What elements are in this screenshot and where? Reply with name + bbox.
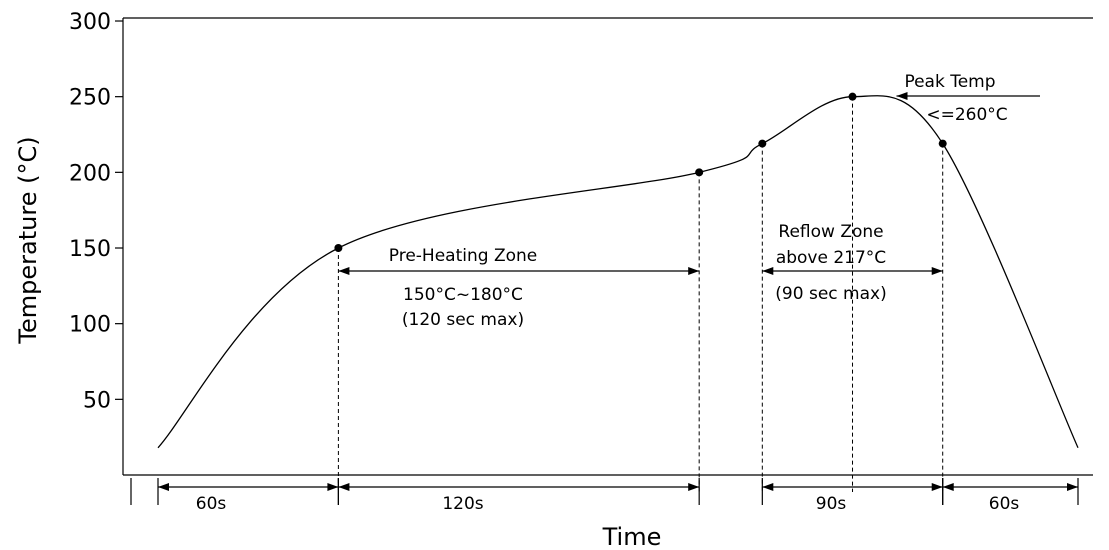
- tick-layer: 50 100 150 200 250 300: [69, 10, 123, 413]
- duration-label-cooling: 60s: [989, 494, 1020, 514]
- y-tick-label: 100: [69, 313, 111, 338]
- y-tick-label: 150: [69, 237, 111, 262]
- zone-layer: [337, 92, 1040, 492]
- duration-arrow-left: [158, 483, 169, 491]
- y-axis-title: Temperature (°C): [14, 136, 42, 344]
- y-tick-label: 250: [69, 86, 111, 111]
- y-tick-label: 200: [69, 161, 111, 186]
- duration-arrow-right: [931, 483, 943, 491]
- reflow-zone-title: Reflow Zone: [778, 222, 883, 242]
- reflow-zone-temp: above 217°C: [776, 248, 886, 268]
- duration-arrow-left: [942, 483, 954, 491]
- x-axis-title: Time: [602, 523, 662, 550]
- duration-arrow-right: [1067, 483, 1078, 491]
- duration-label-ramp: 60s: [196, 494, 227, 514]
- duration-arrow-left: [762, 483, 774, 491]
- preheat-zone-temp-range: 150°C~180°C: [403, 285, 523, 305]
- duration-arrow-left: [338, 483, 350, 491]
- duration-label-preheat: 120s: [442, 494, 483, 514]
- zone-arrow-left: [762, 267, 774, 275]
- peak-pointer-arrowhead: [896, 92, 908, 100]
- duration-arrow-right: [327, 483, 339, 491]
- peak-temp-value: <=260°C: [926, 105, 1007, 125]
- preheat-zone-title: Pre-Heating Zone: [389, 246, 537, 266]
- zone-arrow-left: [338, 267, 350, 275]
- curve-layer: [157, 92, 1079, 449]
- peak-temp-label: Peak Temp: [904, 72, 995, 92]
- duration-arrow-right: [688, 483, 700, 491]
- y-tick-label: 50: [83, 388, 111, 413]
- preheat-zone-max-time: (120 sec max): [402, 310, 524, 330]
- duration-layer: [130, 478, 1079, 505]
- duration-label-reflow: 90s: [816, 494, 847, 514]
- zone-arrow-right: [688, 267, 700, 275]
- reflow-zone-max-time: (90 sec max): [775, 284, 886, 304]
- temperature-profile-line: [157, 95, 1079, 449]
- zone-arrow-right: [931, 267, 943, 275]
- y-tick-label: 300: [69, 10, 111, 35]
